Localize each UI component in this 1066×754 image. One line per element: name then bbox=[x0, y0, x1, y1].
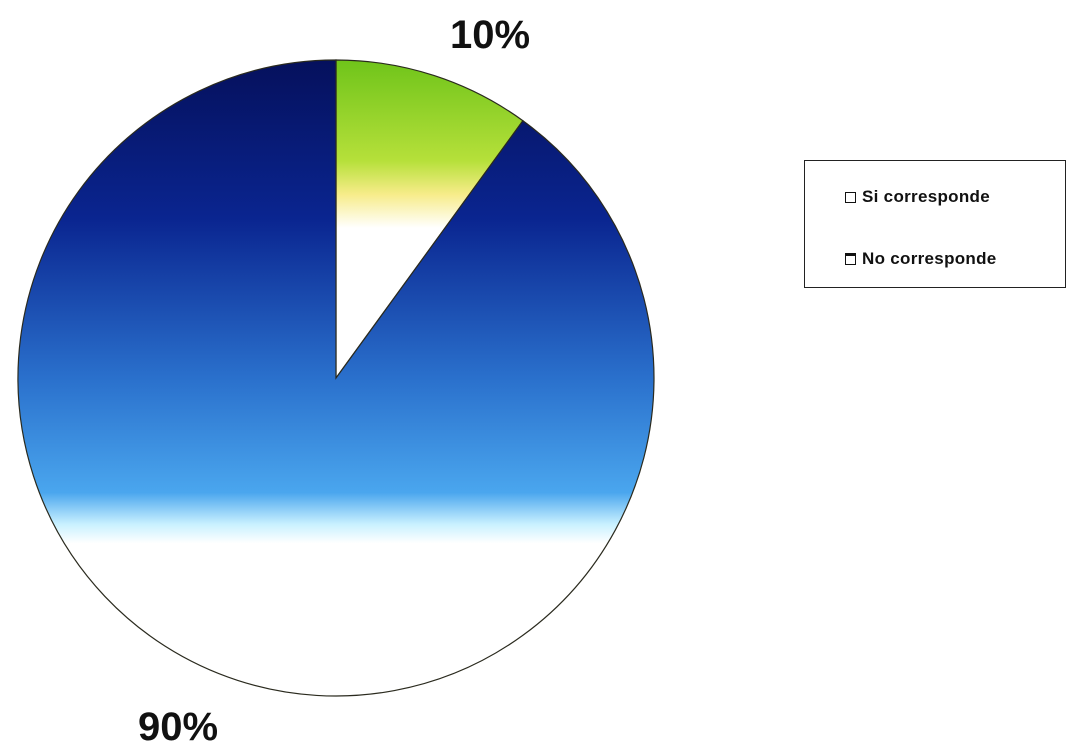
pie-slice-si-corresponde bbox=[335, 59, 524, 380]
slice-label-si-corresponde: 10% bbox=[450, 13, 530, 57]
legend: Si corresponde No corresponde bbox=[804, 160, 1066, 288]
legend-label-no: No corresponde bbox=[862, 249, 997, 268]
legend-item-si-corresponde: Si corresponde bbox=[845, 187, 990, 207]
pie-slice-no-corresponde bbox=[17, 59, 655, 697]
legend-label-si: Si corresponde bbox=[862, 187, 990, 206]
legend-swatch-si bbox=[845, 191, 856, 203]
legend-item-no-corresponde: No corresponde bbox=[845, 249, 997, 269]
slice-label-no-corresponde: 90% bbox=[138, 705, 218, 749]
legend-swatch-no bbox=[845, 253, 856, 265]
